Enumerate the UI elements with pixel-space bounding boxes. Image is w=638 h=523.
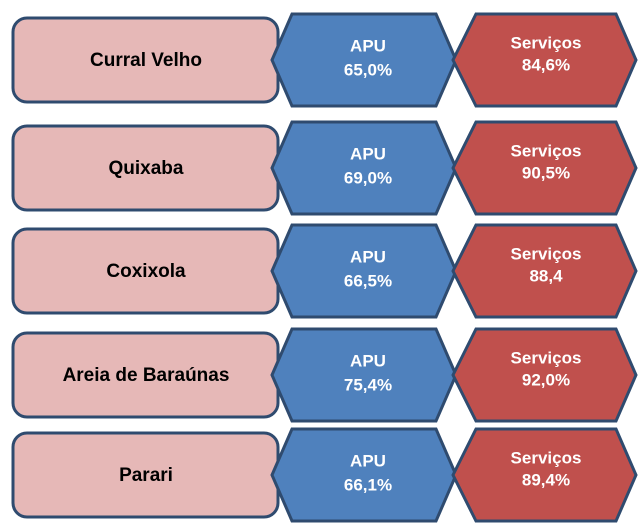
servicos-value: 90,5%: [522, 163, 570, 182]
apu-value: 65,0%: [344, 60, 392, 79]
servicos-value: 92,0%: [522, 370, 570, 389]
apu-value: 66,1%: [344, 475, 392, 494]
servicos-hexagon: [451, 223, 638, 319]
site-name: Coxixola: [106, 261, 186, 282]
apu-label: APU: [350, 144, 386, 163]
apu-label: APU: [350, 351, 386, 370]
apu-value: 75,4%: [344, 375, 392, 394]
apu-label: APU: [350, 451, 386, 470]
servicos-value: 84,6%: [522, 55, 570, 74]
site-name: Curral Velho: [90, 50, 202, 71]
servicos-value: 89,4%: [522, 470, 570, 489]
apu-label: APU: [350, 247, 386, 266]
servicos-hexagon: [451, 327, 638, 423]
servicos-label: Serviços: [511, 348, 582, 367]
servicos-hexagon: [451, 427, 638, 523]
servicos-label: Serviços: [511, 33, 582, 52]
servicos-value: 88,4: [529, 266, 563, 285]
apu-value: 66,5%: [344, 271, 392, 290]
servicos-label: Serviços: [511, 244, 582, 263]
site-name: Quixaba: [109, 158, 184, 179]
apu-value: 69,0%: [344, 168, 392, 187]
site-name: Areia de Baraúnas: [63, 365, 230, 386]
site-name: Parari: [119, 465, 173, 486]
servicos-hexagon: [451, 12, 638, 108]
servicos-label: Serviços: [511, 448, 582, 467]
servicos-label: Serviços: [511, 141, 582, 160]
apu-label: APU: [350, 36, 386, 55]
servicos-hexagon: [451, 120, 638, 216]
